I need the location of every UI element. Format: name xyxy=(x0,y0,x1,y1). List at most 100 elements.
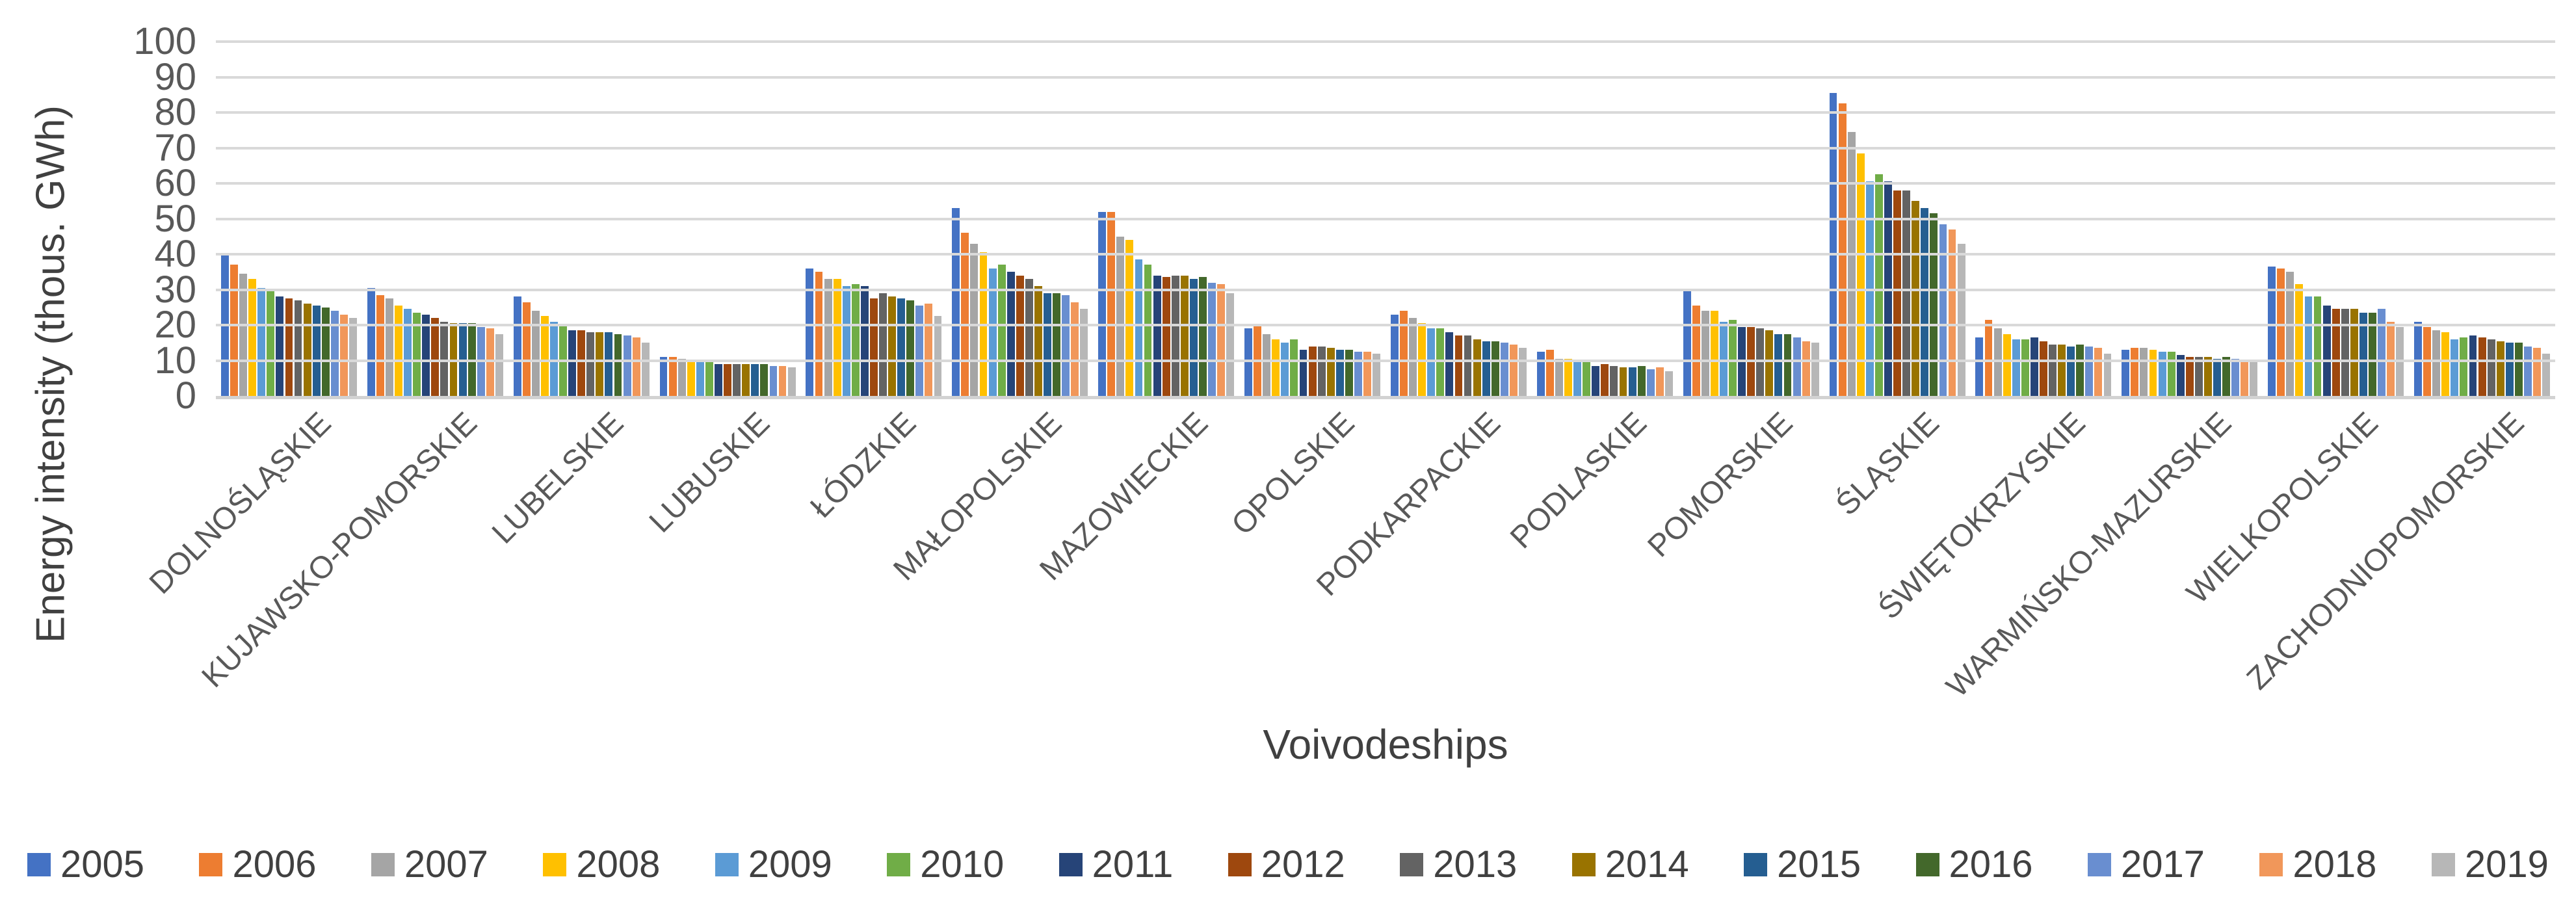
bar-opolskie-2018 xyxy=(1363,351,1371,396)
bar-opolskie-2014 xyxy=(1326,348,1335,396)
bar-lubelskie-2007 xyxy=(531,311,540,396)
bar-group-zachodniopomorskie xyxy=(2409,42,2555,396)
bar-podkarpackie-2013 xyxy=(1464,335,1472,396)
bar-dolnośląskie-2019 xyxy=(349,318,357,396)
bar-łódzkie-2016 xyxy=(906,300,915,396)
bar-lubelskie-2019 xyxy=(641,343,650,396)
x-category-label-kujawsko-pomorskie: KUJAWSKO-POMORSKIE xyxy=(195,406,484,694)
bar-lubuskie-2017 xyxy=(769,365,778,396)
bar-małopolskie-2014 xyxy=(1034,286,1042,396)
bar-podlaskie-2011 xyxy=(1592,365,1600,396)
bar-pomorskie-2008 xyxy=(1710,311,1718,396)
bar-lubuskie-2006 xyxy=(668,357,677,396)
bar-małopolskie-2017 xyxy=(1062,295,1070,396)
legend-label-2009: 2009 xyxy=(748,843,832,885)
bar-lubelskie-2006 xyxy=(522,302,531,396)
bar-pomorskie-2007 xyxy=(1701,311,1709,396)
bar-śląskie-2012 xyxy=(1893,190,1902,396)
bar-mazowieckie-2010 xyxy=(1144,265,1152,396)
bar-świętokrzyskie-2016 xyxy=(2076,344,2084,396)
bar-lubelskie-2016 xyxy=(614,334,622,396)
bar-dolnośląskie-2014 xyxy=(303,304,311,396)
bar-zachodniopomorskie-2019 xyxy=(2542,353,2551,396)
bar-mazowieckie-2011 xyxy=(1153,275,1161,396)
bar-opolskie-2013 xyxy=(1317,346,1326,396)
legend-item-2015: 2015 xyxy=(1744,843,1861,886)
bar-małopolskie-2018 xyxy=(1071,302,1079,396)
bar-kujawsko-pomorskie-2019 xyxy=(495,334,503,396)
legend-swatch-2008 xyxy=(543,852,567,876)
gridline-60 xyxy=(216,182,2555,185)
bar-pomorskie-2006 xyxy=(1692,306,1700,396)
bar-pomorskie-2005 xyxy=(1683,289,1691,396)
bar-pomorskie-2013 xyxy=(1756,328,1765,396)
legend-label-2013: 2013 xyxy=(1433,843,1518,885)
bar-pomorskie-2010 xyxy=(1729,319,1737,396)
bar-świętokrzyskie-2012 xyxy=(2040,341,2047,396)
bar-łódzkie-2009 xyxy=(842,286,850,396)
bar-podlaskie-2006 xyxy=(1545,350,1554,396)
bar-łódzkie-2010 xyxy=(851,284,860,396)
bar-dolnośląskie-2012 xyxy=(285,298,293,396)
bar-mazowieckie-2007 xyxy=(1116,236,1125,396)
bar-kujawsko-pomorskie-2010 xyxy=(413,312,421,396)
bar-lubelskie-2009 xyxy=(550,321,558,396)
bar-opolskie-2017 xyxy=(1354,351,1362,396)
bar-kujawsko-pomorskie-2007 xyxy=(385,298,393,396)
bar-podkarpackie-2019 xyxy=(1519,348,1527,396)
bar-podlaskie-2016 xyxy=(1637,365,1646,396)
bar-lubuskie-2018 xyxy=(778,365,787,396)
plot-area xyxy=(216,40,2555,399)
bar-warmińsko-mazurskie-2013 xyxy=(2194,357,2203,396)
legend-item-2006: 2006 xyxy=(199,843,316,886)
bar-podlaskie-2012 xyxy=(1601,363,1609,396)
bar-mazowieckie-2012 xyxy=(1162,277,1170,396)
bar-opolskie-2012 xyxy=(1308,346,1317,396)
bar-zachodniopomorskie-2010 xyxy=(2460,337,2468,396)
legend-label-2015: 2015 xyxy=(1777,843,1861,885)
bar-świętokrzyskie-2010 xyxy=(2021,339,2029,396)
legend-swatch-2018 xyxy=(2259,852,2283,876)
bar-wielkopolskie-2006 xyxy=(2277,268,2285,396)
bar-zachodniopomorskie-2014 xyxy=(2496,341,2504,396)
legend-swatch-2013 xyxy=(1400,852,1424,876)
bar-podlaskie-2019 xyxy=(1664,371,1673,396)
bar-opolskie-2016 xyxy=(1345,350,1353,396)
bar-śląskie-2018 xyxy=(1948,229,1956,396)
bar-łódzkie-2007 xyxy=(824,279,832,396)
bar-wielkopolskie-2013 xyxy=(2341,309,2349,396)
bar-podkarpackie-2015 xyxy=(1482,341,1490,396)
bar-małopolskie-2016 xyxy=(1053,293,1061,396)
bar-warmińsko-mazurskie-2019 xyxy=(2250,362,2258,396)
bar-łódzkie-2014 xyxy=(888,296,897,396)
legend-label-2008: 2008 xyxy=(576,843,661,885)
legend-label-2006: 2006 xyxy=(232,843,317,885)
y-tick-label-0: 0 xyxy=(175,374,196,417)
bar-zachodniopomorskie-2016 xyxy=(2514,343,2523,396)
x-category-label-pomorskie: POMORSKIE xyxy=(1641,406,1800,564)
bar-świętokrzyskie-2011 xyxy=(2030,337,2038,396)
gridline-50 xyxy=(216,217,2555,220)
bar-podkarpackie-2018 xyxy=(1509,344,1518,396)
bar-podkarpackie-2011 xyxy=(1445,332,1454,396)
bar-śląskie-2008 xyxy=(1856,153,1865,396)
bar-lubelskie-2017 xyxy=(623,335,631,396)
x-category-label-lubuskie: LUBUSKIE xyxy=(642,406,776,540)
bar-podlaskie-2008 xyxy=(1564,358,1572,396)
gridline-30 xyxy=(216,288,2555,291)
legend-swatch-2012 xyxy=(1228,852,1252,876)
legend-item-2018: 2018 xyxy=(2259,843,2376,886)
bar-podlaskie-2015 xyxy=(1628,367,1636,396)
bar-świętokrzyskie-2015 xyxy=(2067,346,2075,396)
legend-item-2005: 2005 xyxy=(27,843,144,886)
bar-świętokrzyskie-2014 xyxy=(2058,344,2066,396)
bar-wielkopolskie-2015 xyxy=(2359,312,2367,396)
bar-małopolskie-2019 xyxy=(1080,309,1088,396)
bar-kujawsko-pomorskie-2009 xyxy=(404,309,412,396)
bar-mazowieckie-2019 xyxy=(1226,293,1235,396)
bar-śląskie-2007 xyxy=(1847,131,1856,396)
legend-item-2007: 2007 xyxy=(371,843,488,886)
bar-łódzkie-2013 xyxy=(879,293,887,396)
bar-dolnośląskie-2017 xyxy=(330,311,339,396)
